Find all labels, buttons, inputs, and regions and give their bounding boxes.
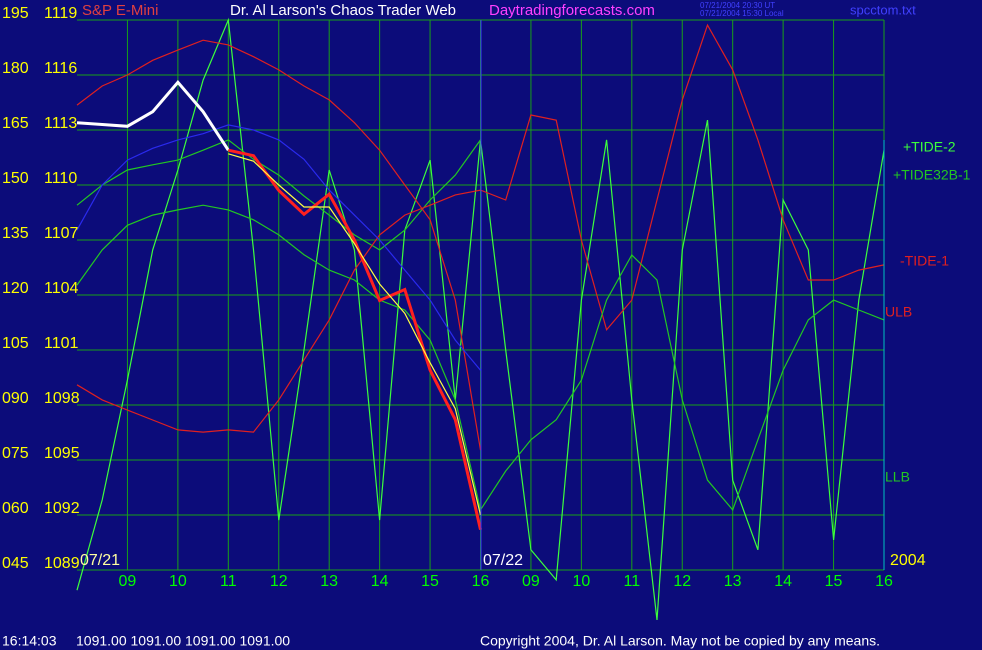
instrument: S&P E-Mini — [82, 2, 158, 19]
y2-tick-label: 1107 — [44, 225, 79, 242]
y2-tick-label: 1089 — [44, 555, 80, 572]
legend-label: +TIDE32B-1 — [893, 167, 971, 183]
date-label: 07/22 — [483, 552, 523, 569]
series-line — [76, 79, 230, 152]
y-tick-label: 150 — [2, 170, 29, 187]
date-label: 2004 — [890, 552, 926, 569]
x-tick-label: 09 — [522, 573, 540, 590]
y-tick-label: 120 — [2, 280, 29, 297]
series-line — [227, 148, 482, 531]
series-line — [228, 153, 482, 516]
x-tick-label: 16 — [472, 573, 490, 590]
x-tick-label: 11 — [624, 573, 641, 590]
x-tick-label: 12 — [673, 573, 691, 590]
x-tick-label: 12 — [270, 573, 288, 590]
y2-tick-label: 1113 — [44, 115, 77, 132]
y-tick-label: 060 — [2, 500, 29, 517]
timestamp: 07/21/2004 15:30 Local — [700, 9, 784, 18]
y-tick-label: 105 — [2, 335, 29, 352]
x-tick-label: 15 — [421, 573, 439, 590]
y2-tick-label: 1110 — [44, 170, 77, 187]
y2-tick-label: 1119 — [44, 5, 77, 22]
series-line — [76, 139, 481, 251]
x-tick-label: 14 — [774, 573, 792, 590]
y2-tick-label: 1098 — [44, 390, 80, 407]
x-tick-label: 16 — [875, 573, 893, 590]
legend-label: +TIDE-2 — [903, 139, 956, 155]
footer-prices: 1091.00 1091.00 1091.00 1091.00 — [76, 633, 290, 649]
chart-title: Dr. Al Larson's Chaos Trader Web — [230, 2, 456, 19]
legend-label: ULB — [885, 304, 912, 320]
x-tick-label: 15 — [825, 573, 843, 590]
timestamp: 07/21/2004 20:30 UT — [700, 1, 775, 10]
y-tick-label: 045 — [2, 555, 29, 572]
x-tick-label: 10 — [572, 573, 590, 590]
series-line — [76, 39, 482, 451]
x-tick-label: 13 — [320, 573, 338, 590]
y-tick-label: 075 — [2, 445, 29, 462]
x-tick-label: 09 — [119, 573, 137, 590]
y2-tick-label: 1104 — [44, 280, 79, 297]
series-line — [76, 124, 481, 371]
y2-tick-label: 1095 — [44, 445, 80, 462]
y2-tick-label: 1116 — [44, 60, 77, 77]
y-tick-label: 090 — [2, 390, 29, 407]
date-label: 07/21 — [80, 552, 120, 569]
y2-tick-label: 1092 — [44, 500, 80, 517]
x-tick-label: 11 — [220, 573, 237, 590]
x-tick-label: 13 — [724, 573, 742, 590]
legend-label: LLB — [885, 469, 910, 485]
y-tick-label: 135 — [2, 225, 29, 242]
y-tick-label: 195 — [2, 5, 29, 22]
footer-time: 16:14:03 — [2, 633, 57, 649]
y-tick-label: 180 — [2, 60, 29, 77]
legend-label: -TIDE-1 — [900, 253, 949, 269]
copyright: Copyright 2004, Dr. Al Larson. May not b… — [480, 633, 880, 649]
x-tick-label: 14 — [371, 573, 389, 590]
file-name: spcctom.txt — [850, 2, 916, 17]
y-tick-label: 165 — [2, 115, 29, 132]
x-tick-label: 10 — [169, 573, 187, 590]
website: Daytradingforecasts.com — [489, 2, 655, 19]
y2-tick-label: 1101 — [44, 335, 79, 352]
